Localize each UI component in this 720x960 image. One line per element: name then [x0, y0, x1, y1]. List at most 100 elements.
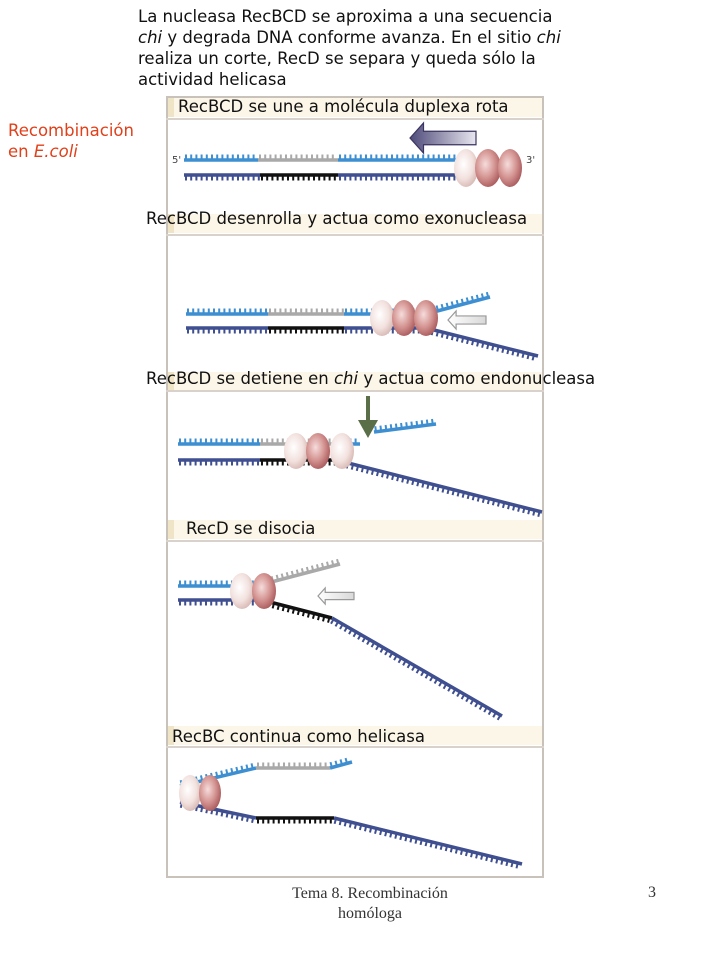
- p1-enzyme-recc: [498, 149, 522, 187]
- p4-bottom-fork-tick: [447, 686, 452, 692]
- p4-bottom-chi-tick: [296, 609, 301, 616]
- step-3-label: RecBCD se detiene en chi y actua como en…: [146, 369, 595, 389]
- p4-bottom-chi-tick: [291, 608, 296, 614]
- p4-bottom-fork-tick: [487, 709, 493, 716]
- p5-bottom-fork-tick: [480, 854, 484, 860]
- step-3-label-prefix: RecBCD se detiene en: [146, 369, 334, 388]
- p3-bottom-fork-tick: [471, 494, 476, 501]
- p2-bottom-fork-tick: [465, 338, 470, 345]
- p4-bottom-fork-tick: [397, 657, 403, 664]
- p5-bottom-fork-tick: [485, 855, 489, 862]
- p5-top-chi: [256, 762, 330, 770]
- p4-bottom-fork-tick: [361, 636, 367, 643]
- p4-bottom-chi-tick: [311, 613, 316, 620]
- p3-bottom-fork-tick: [486, 498, 491, 505]
- step-bar-1: [168, 98, 542, 117]
- side-label-line-1: Recombinación: [8, 121, 134, 140]
- p3-bottom-fork-tick: [466, 493, 470, 500]
- p2-bottom-fork-tick: [435, 330, 439, 337]
- p4-bottom-fork-tick: [415, 667, 421, 674]
- enzymes: [179, 149, 522, 811]
- p2-bottom-fork-tick: [486, 343, 490, 350]
- p4-bottom-chi-tick: [286, 606, 291, 613]
- p3-bottom-fork-tick: [441, 486, 445, 493]
- p3-top-cut-fragment-tick: [415, 420, 419, 427]
- step-1-label: RecBCD se une a molécula duplexa rota: [178, 97, 509, 116]
- p4-bottom-fork-tick: [420, 670, 425, 677]
- p5-bottom-fork-tick: [444, 845, 449, 852]
- p4-bottom-chi-tick: [327, 617, 331, 623]
- p5-enzyme-recc: [199, 775, 221, 811]
- p2-direction-arrow: [447, 309, 487, 331]
- p5-bottom-left-tick: [251, 817, 255, 823]
- p2-top-fork-tick: [440, 303, 444, 310]
- p3-bottom-fork-tick: [360, 466, 365, 473]
- p5-bottom-fork-tick: [434, 842, 438, 849]
- p1-direction-arrow: [409, 121, 477, 155]
- p2-bottom-fork-tick: [516, 350, 520, 357]
- p4-bottom-fork-tick: [442, 683, 448, 690]
- p2-enzyme-recc: [414, 300, 438, 336]
- p3-bottom-fork-tick: [491, 499, 496, 506]
- p4-bottom-fork-tick: [424, 673, 430, 679]
- intro-paragraph: La nucleasa RecBCD se aproxima a una sec…: [138, 6, 658, 90]
- p3-bottom-fork-tick: [461, 492, 465, 498]
- p3-top-cut-fragment-backbone: [373, 422, 437, 434]
- p4-bottom-fork-tick: [483, 706, 488, 713]
- p3-bottom-fork-tick: [386, 472, 390, 479]
- p1-bottom-right: [338, 173, 470, 181]
- p5-bottom-fork-tick: [429, 841, 433, 848]
- p3-bottom-fork-tick: [391, 474, 395, 481]
- p4-top-chi-tick: [320, 562, 325, 569]
- step-separator: [166, 540, 544, 542]
- p5-bottom-left-tick: [235, 813, 239, 820]
- p5-bottom-fork: [333, 816, 523, 869]
- p2-bottom-chi: [268, 326, 344, 334]
- p2-top-fork-tick: [455, 299, 460, 306]
- p3-bottom-fork-tick: [396, 475, 400, 482]
- p3-top-cut-fragment-tick: [400, 422, 403, 429]
- p5-bottom-fork-tick: [459, 849, 464, 855]
- step-separator: [166, 234, 544, 236]
- p4-bottom-fork-tick: [411, 665, 416, 672]
- p5-enzyme-recb: [179, 775, 201, 811]
- p3-bottom-fork-tick: [406, 478, 410, 484]
- p4-bottom-fork-tick: [456, 691, 461, 697]
- p2-enzyme-recd: [370, 300, 394, 336]
- p3-bottom-fork-tick: [512, 504, 516, 511]
- p2-top-fork-tick: [435, 305, 439, 312]
- p5-bottom-fork-tick: [343, 820, 348, 827]
- p2-enzyme-recb: [392, 300, 416, 336]
- p2-bottom-fork-tick: [491, 344, 495, 351]
- p5-top-left-tick: [225, 769, 229, 775]
- p3-bottom-fork-tick: [370, 469, 375, 475]
- step-bar-4: [168, 520, 542, 539]
- p5-bottom-fork-tick: [384, 830, 388, 837]
- side-label-organism: E.coli: [33, 142, 78, 161]
- p3-bottom-fork-tick: [431, 484, 435, 491]
- step-separator: [166, 118, 544, 120]
- p3-top-cut-fragment-tick: [394, 423, 398, 430]
- p4-direction-arrow: [317, 586, 355, 606]
- p4-top-chi-tick: [300, 568, 305, 574]
- p3-top-cut-fragment-tick: [431, 418, 434, 425]
- p4-bottom-fork-tick: [429, 675, 434, 682]
- five-prime-label: 5': [172, 155, 181, 166]
- p5-bottom-fork-tick: [409, 836, 413, 843]
- p4-bottom-fork-tick: [375, 644, 380, 651]
- dna-strands: [178, 154, 543, 869]
- p5-bottom-fork-tick: [475, 852, 479, 859]
- p5-top-end-tick: [339, 759, 343, 766]
- footer-line-1: Tema 8. Recombinación: [292, 885, 448, 902]
- p2-bottom-fork-tick: [511, 349, 515, 356]
- p4-bottom-fork: [330, 616, 503, 721]
- p3-top-cut-fragment-tick: [384, 424, 388, 431]
- p5-bottom-left-tick: [230, 812, 234, 819]
- p3-top-cut-fragment-tick: [410, 421, 414, 428]
- p2-top-fork-tick: [475, 294, 480, 301]
- p3-top-cut-fragment-tick: [420, 420, 424, 426]
- p4-bottom-fork-tick: [379, 647, 385, 653]
- intro-line-2: y degrada DNA conforme avanza. En el sit…: [162, 28, 537, 47]
- side-label-prefix: en: [8, 142, 34, 161]
- p5-top-left-tick: [215, 771, 219, 778]
